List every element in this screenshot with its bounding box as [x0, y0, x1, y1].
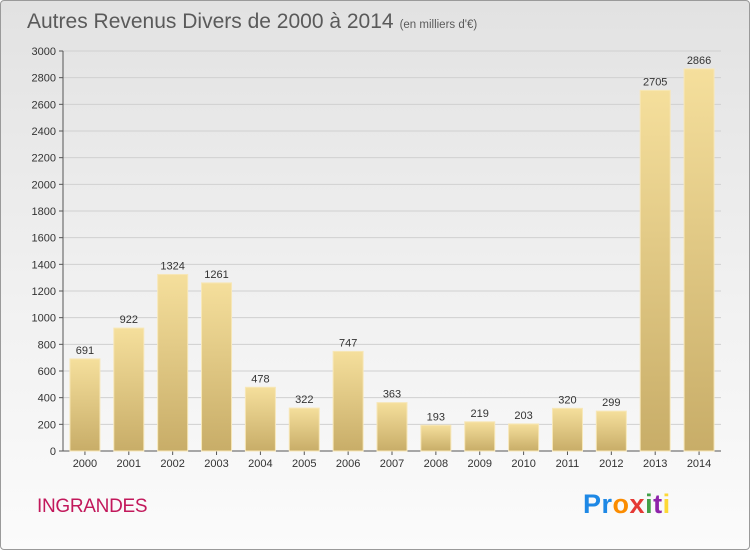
y-tick-label: 800 — [38, 339, 56, 351]
y-tick-label: 400 — [38, 393, 56, 405]
bar-2000 — [69, 358, 101, 452]
y-tick-label: 1000 — [32, 313, 56, 325]
bar-2005 — [288, 407, 320, 452]
data-label-2013: 2705 — [643, 76, 667, 88]
logo-letter: P — [583, 489, 602, 519]
bar-2001 — [113, 327, 145, 452]
data-label-2010: 203 — [514, 410, 532, 422]
bar-2007 — [376, 402, 408, 452]
bar-2004 — [244, 386, 276, 452]
grid-lines — [63, 50, 721, 425]
x-tick-label-2007: 2007 — [380, 458, 404, 470]
bar-2011 — [551, 407, 583, 452]
y-tick-label: 600 — [38, 366, 56, 378]
bars — [69, 68, 715, 452]
data-label-2014: 2866 — [687, 55, 711, 67]
data-label-2005: 322 — [295, 394, 313, 406]
bar-2014 — [683, 68, 715, 452]
x-tick-label-2012: 2012 — [599, 458, 623, 470]
data-label-2011: 320 — [558, 394, 576, 406]
x-tick-label-2001: 2001 — [117, 458, 141, 470]
y-tick-label: 2000 — [32, 179, 56, 191]
logo-letter: i — [645, 489, 654, 519]
y-tick-label: 0 — [50, 446, 56, 458]
y-tick-label: 2200 — [32, 153, 56, 165]
data-label-2003: 1261 — [204, 269, 228, 281]
x-tick-label-2011: 2011 — [556, 458, 580, 470]
bar-2003 — [201, 282, 233, 452]
data-label-2001: 922 — [120, 314, 138, 326]
data-label-2000: 691 — [76, 345, 94, 357]
x-tick-label-2009: 2009 — [467, 458, 491, 470]
labels: 0 200 400 600 800 1000 1200 1400 1600 1800 2000 220… — [32, 46, 712, 470]
data-label-2012: 299 — [602, 397, 620, 409]
bar-2012 — [595, 410, 627, 452]
bar-2013 — [639, 89, 671, 452]
x-tick-label-2013: 2013 — [643, 458, 667, 470]
x-tick-label-2004: 2004 — [248, 458, 272, 470]
x-tick-label-2014: 2014 — [687, 458, 711, 470]
chart-title: Autres Revenus Divers de 2000 à 2014 (en … — [27, 10, 477, 34]
logo-letter: o — [612, 489, 630, 519]
data-label-2008: 193 — [427, 411, 445, 423]
bar-2010 — [508, 423, 540, 452]
logo-letter: t — [653, 489, 663, 519]
bar-2006 — [332, 350, 364, 452]
y-tick-label: 200 — [38, 419, 56, 431]
data-label-2004: 478 — [251, 373, 269, 385]
commune-name: INGRANDES — [37, 496, 148, 517]
y-tick-label: 1600 — [32, 233, 56, 245]
logo-letter: x — [629, 489, 646, 519]
bar-2002 — [157, 273, 189, 452]
y-tick-label: 2400 — [32, 126, 56, 138]
x-tick-label-2000: 2000 — [73, 458, 97, 470]
x-tick-label-2008: 2008 — [424, 458, 448, 470]
y-tick-label: 1800 — [32, 206, 56, 218]
chart-title-text: Autres Revenus Divers de 2000 à 2014 — [27, 10, 394, 33]
x-tick-label-2005: 2005 — [292, 458, 316, 470]
y-tick-label: 1400 — [32, 259, 56, 271]
chart-subtitle: (en milliers d'€) — [399, 19, 478, 31]
data-label-2002: 1324 — [160, 260, 184, 272]
logo-letter: i — [662, 489, 671, 519]
data-label-2006: 747 — [339, 337, 357, 349]
x-tick-label-2003: 2003 — [204, 458, 228, 470]
y-tick-label: 2800 — [32, 73, 56, 85]
logo-letter: r — [601, 489, 613, 519]
data-label-2009: 219 — [471, 408, 489, 420]
x-tick-label-2002: 2002 — [160, 458, 184, 470]
y-tick-label: 2600 — [32, 99, 56, 111]
bar-2009 — [464, 421, 496, 452]
x-tick-label-2010: 2010 — [511, 458, 535, 470]
x-tick-label-2006: 2006 — [336, 458, 360, 470]
bar-2008 — [420, 424, 452, 452]
y-tick-label: 1200 — [32, 286, 56, 298]
data-label-2007: 363 — [383, 389, 401, 401]
y-tick-label: 3000 — [32, 46, 56, 58]
proxiti-logo[interactable]: Proxiti — [583, 489, 671, 520]
